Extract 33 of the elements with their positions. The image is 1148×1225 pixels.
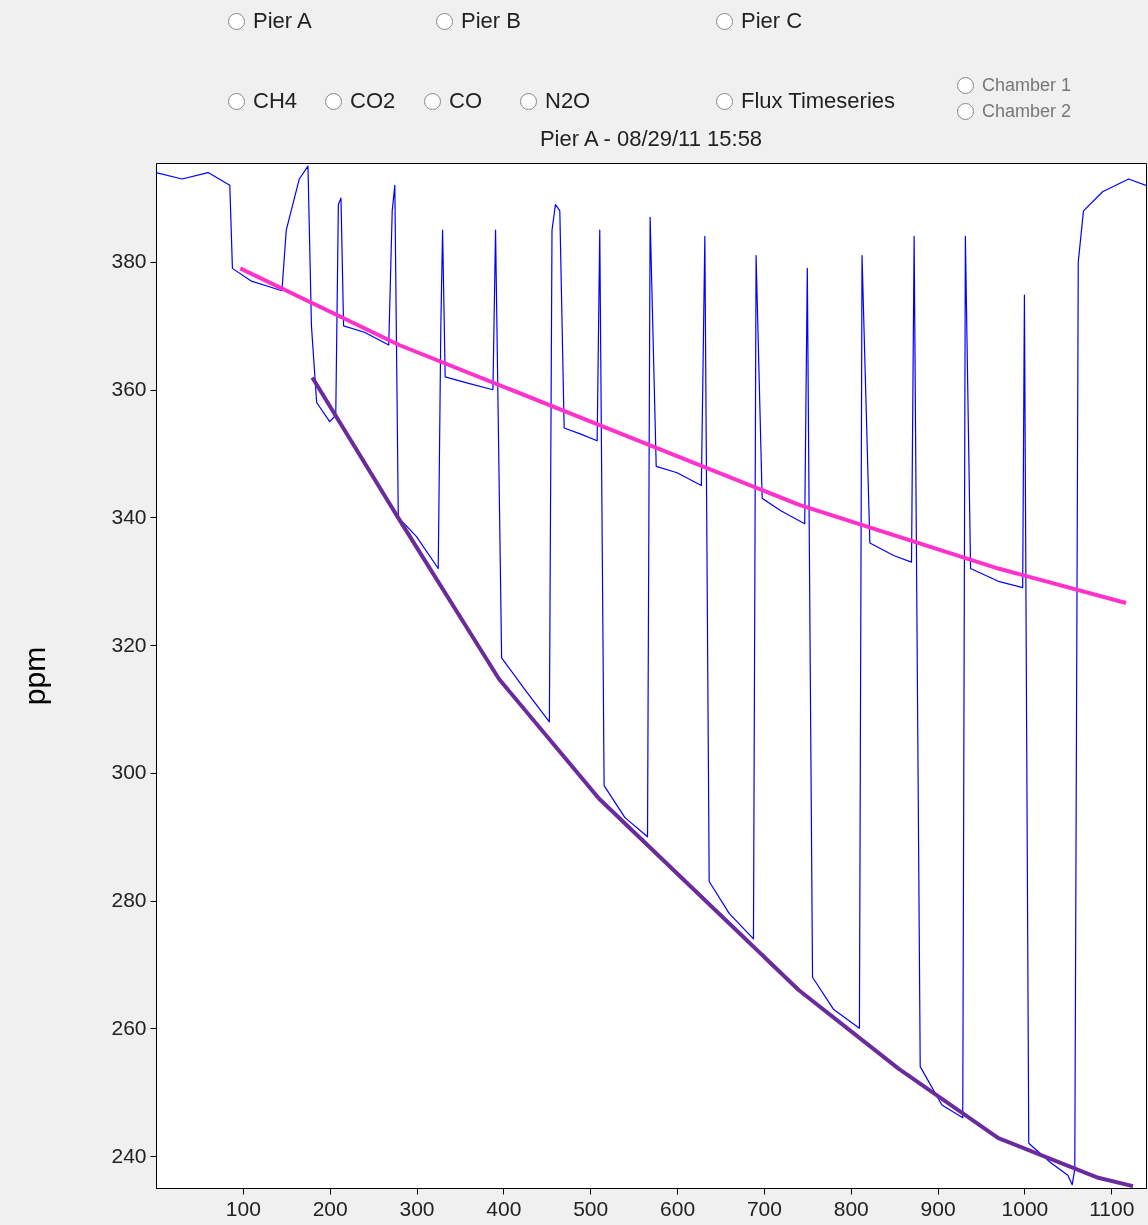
x-tick-label: 700 — [746, 1196, 782, 1220]
x-tick-label: 1000 — [1001, 1196, 1049, 1220]
line-series — [310, 375, 1135, 1188]
x-tick-label: 300 — [399, 1196, 435, 1220]
text: Pier A — [253, 8, 312, 34]
y-tick-label: 380 — [111, 249, 147, 273]
y-axis-title: ppm — [18, 646, 52, 706]
x-tick-label: 1100 — [1089, 1196, 1135, 1220]
text: Pier B — [461, 8, 521, 34]
x-tick-label: 200 — [312, 1196, 348, 1220]
y-tick-label: 340 — [111, 504, 147, 528]
x-tick-label: 900 — [920, 1196, 956, 1220]
x-tick-label: 500 — [573, 1196, 609, 1220]
y-tick-label: 300 — [111, 760, 147, 784]
text: CO — [449, 88, 482, 114]
y-tick-label: 320 — [111, 632, 147, 656]
x-tick-label: 800 — [833, 1196, 869, 1220]
y-tick-label: 360 — [111, 377, 147, 401]
chart-title: Pier A - 08/29/11 15:58 — [539, 126, 763, 151]
y-tick-label: 260 — [111, 1015, 147, 1039]
x-tick-label: 100 — [225, 1196, 261, 1220]
x-tick-label: 600 — [660, 1196, 696, 1220]
x-tick-label: 400 — [486, 1196, 522, 1220]
line-series — [238, 266, 1129, 606]
text: Chamber 2 — [982, 101, 1072, 122]
y-tick-label: 240 — [111, 1143, 147, 1167]
text: CO2 — [350, 88, 396, 114]
text: Pier C — [741, 8, 803, 34]
y-tick-label: 280 — [111, 888, 147, 912]
text: Flux Timeseries — [741, 88, 896, 114]
text: N2O — [545, 88, 591, 114]
text: CH4 — [253, 88, 298, 114]
text: Chamber 1 — [982, 75, 1072, 96]
